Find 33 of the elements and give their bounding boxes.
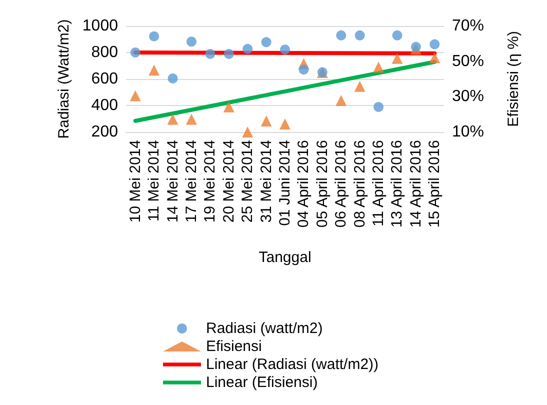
legend-label: Linear (Efisiensi) (206, 374, 318, 391)
x-tick-label: 14 Mei 2014 (164, 140, 182, 223)
x-tick-label: 14 April 2016 (407, 140, 424, 228)
y-tick-label: 800 (91, 44, 118, 61)
y2-axis-title: Efisiensi (η %) (505, 31, 522, 127)
x-tick-label: 11 Mei 2014 (146, 140, 163, 222)
x-tick-label: 04 April 2016 (295, 140, 312, 228)
x-tick-label: 11 April 2016 (370, 140, 388, 226)
x-tick-label: 10 Mei 2014 (126, 140, 144, 223)
x-tick-label: 06 April 2016 (332, 140, 350, 228)
x-tick-label: 08 April 2016 (351, 140, 368, 228)
legend-label: Linear (Radiasi (watt/m2)) (206, 356, 379, 373)
x-tick-label: 15 April 2016 (426, 140, 444, 228)
x-tick-label: 01 Juni 2014 (276, 140, 294, 226)
x-tick-label: 25 Mei 2014 (239, 140, 256, 223)
y2-tick-label: 70% (452, 18, 484, 34)
x-tick-label: 13 April 2016 (388, 140, 406, 228)
y-tick-label: 200 (91, 124, 118, 140)
x-tick-label: 20 Mei 2014 (220, 140, 238, 223)
x-tick-label: 19 Mei 2014 (202, 140, 219, 223)
y-tick-label: 600 (91, 70, 118, 88)
y-tick-label: 1000 (82, 18, 118, 34)
y-tick-label: 400 (91, 97, 118, 114)
x-axis-title: Tanggal (258, 249, 312, 266)
x-tick-label: 17 Mei 2014 (182, 140, 200, 223)
legend-label: Efisiensi (206, 338, 262, 355)
x-tick-label: 05 April 2016 (314, 140, 331, 228)
y2-tick-label: 30% (452, 88, 484, 106)
y2-tick-label: 50% (452, 52, 484, 70)
legend-label: Radiasi (watt/m2) (206, 320, 323, 337)
y2-tick-label: 10% (452, 124, 484, 140)
x-tick-label: 31 Mei 2014 (258, 140, 275, 223)
y-axis-title: Radiasi (Watt/m2) (56, 19, 73, 139)
